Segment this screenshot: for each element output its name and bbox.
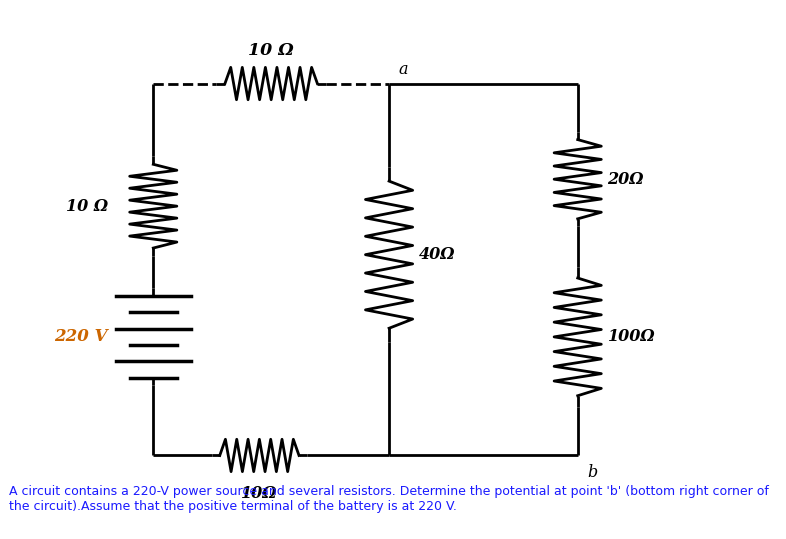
Text: 40Ω: 40Ω (419, 246, 455, 263)
Text: 10 Ω: 10 Ω (65, 198, 108, 215)
Text: 20Ω: 20Ω (608, 171, 644, 188)
Text: 10 Ω: 10 Ω (248, 42, 294, 59)
Text: 220 V: 220 V (54, 328, 108, 345)
Text: a: a (399, 61, 408, 78)
Text: b: b (587, 464, 597, 481)
Text: A circuit contains a 220-V power source and several resistors. Determine the pot: A circuit contains a 220-V power source … (9, 485, 769, 513)
Text: 10Ω: 10Ω (241, 485, 277, 502)
Text: 100Ω: 100Ω (608, 328, 656, 345)
